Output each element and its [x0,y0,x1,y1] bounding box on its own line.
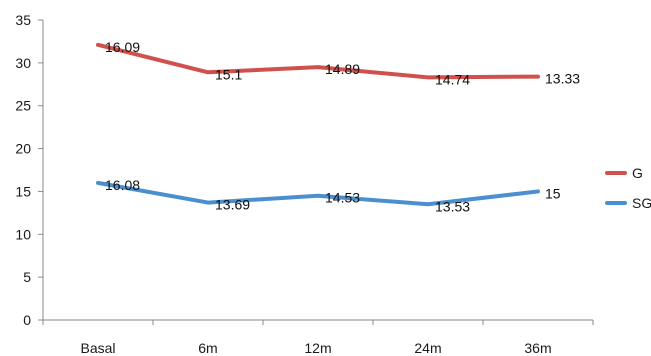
data-label-g: 16.09 [105,39,140,55]
y-axis-ticks: 0 5 10 15 20 25 30 35 [15,12,43,328]
chart-axes [42,20,593,321]
y-tick-label: 0 [23,312,31,328]
data-label-sg: 16.08 [105,177,140,193]
data-label-g: 15.1 [215,66,242,82]
data-label-sg: 13.69 [215,197,250,213]
y-tick-label: 10 [15,226,31,242]
series-line-g [96,42,540,80]
y-tick-label: 15 [15,183,31,199]
y-tick-label: 20 [15,141,31,157]
series-line-sg [96,180,540,207]
x-tick-label: 12m [304,340,331,356]
data-label-g: 14.74 [435,71,470,87]
y-tick-label: 30 [15,55,31,71]
chart-legend: G SG [605,165,651,211]
legend-label-sg: SG [632,195,651,211]
data-label-sg: 14.53 [325,190,360,206]
x-tick-label: 24m [414,340,441,356]
data-label-g: 13.33 [545,71,580,87]
y-tick-label: 35 [15,12,31,28]
x-tick-label: Basal [80,340,115,356]
data-labels: 16.09 15.1 14.89 14.74 13.33 16.08 13.69 14.53 1… [105,39,580,214]
x-axis-ticks: Basal 6m 12m 24m 36m [42,320,594,356]
data-label-g: 14.89 [325,61,360,77]
x-tick-label: 36m [524,340,551,356]
data-label-sg: 15 [545,185,561,201]
x-tick-label: 6m [198,340,217,356]
data-label-sg: 13.53 [435,198,470,214]
chart-series [96,42,540,207]
legend-label-g: G [632,165,643,181]
y-tick-label: 5 [23,269,31,285]
y-tick-label: 25 [15,98,31,114]
